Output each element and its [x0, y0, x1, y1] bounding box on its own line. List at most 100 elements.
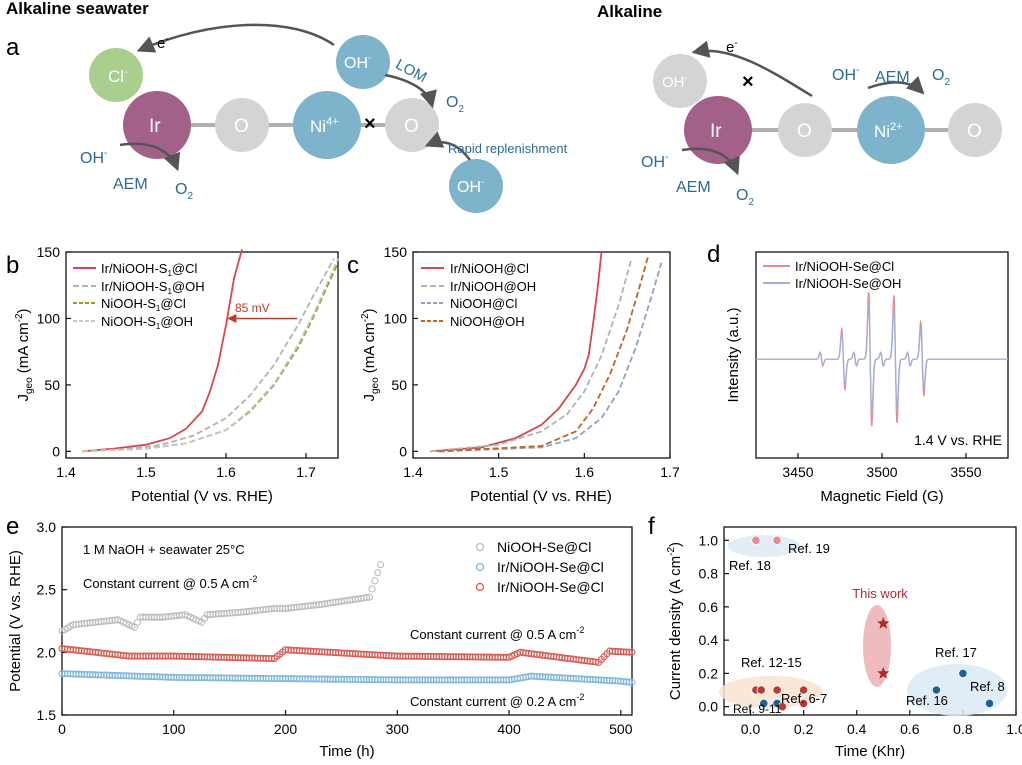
panel-label-e: e — [6, 513, 19, 540]
x-tick-label: 3550 — [950, 464, 981, 480]
y-axis-label: Potential (V vs. RHE) — [7, 550, 24, 692]
aem-label-left: AEM — [676, 179, 711, 196]
panel-label-d: d — [707, 241, 720, 268]
reference-point — [772, 685, 782, 695]
panel-label-c: c — [347, 252, 359, 279]
data-point — [368, 585, 376, 593]
ref-group-highlight — [728, 535, 800, 557]
o-atom-label: O — [967, 121, 982, 142]
reference-point — [798, 698, 809, 709]
this-work-star — [877, 666, 890, 679]
x-tick-label: 300 — [386, 721, 410, 737]
axis-ticks: 1.4 1.5 1.6 1.7 0 50 100 150 — [37, 244, 316, 480]
legend: Ir/NiOOH-S1@Cl Ir/NiOOH-S1@OH NiOOH-S1@C… — [73, 261, 205, 331]
legend-label: Ir/NiOOH@OH — [450, 279, 536, 294]
oh-bottom-label: OH- — [457, 177, 484, 196]
reference-point — [777, 702, 788, 712]
cl-atom-label: Cl- — [108, 66, 128, 86]
oh-top-label: OH- — [344, 53, 371, 72]
aem-label-seawater: AEM — [113, 176, 148, 193]
lom-label: LOM — [393, 56, 430, 86]
x-tick-label: 100 — [162, 721, 186, 737]
o-atom-label: O — [797, 121, 812, 142]
ir-atom-label: Ir — [710, 121, 722, 142]
legend: NiOOH-Se@Cl Ir/NiOOH-Se@Cl Ir/NiOOH-Se@C… — [475, 539, 604, 595]
x-tick-label: 1.4 — [403, 464, 423, 480]
ref-group-highlight — [907, 664, 1007, 716]
lom-arrow — [384, 73, 437, 109]
data-point — [376, 561, 385, 569]
ref-label: Ref. 19 — [788, 541, 830, 556]
plot-frame — [65, 251, 339, 459]
y-tick-label: 0.4 — [699, 632, 719, 648]
o2-product-lom: O2 — [446, 94, 464, 115]
legend-label: NiOOH-S1@OH — [101, 314, 193, 331]
x-tick-label: 0.4 — [847, 721, 867, 737]
data-point — [371, 577, 379, 585]
legend-swatch — [475, 562, 485, 572]
panel-f: f 0.0 0.2 0.4 0.6 0.8 1.0 0.0 0.2 0.4 0.6 0.8 1.0 T… — [648, 513, 1022, 760]
oh-gray-label: OH- — [662, 73, 688, 91]
panel-label-b: b — [6, 252, 19, 279]
reference-point — [751, 535, 761, 545]
electron-label: e- — [157, 34, 169, 52]
x-tick-label: 1.7 — [660, 464, 680, 480]
legend-label: Ir/NiOOH-Se@Cl — [497, 579, 604, 595]
y-tick-label: 150 — [384, 244, 408, 260]
legend: Ir/NiOOH-Se@Cl Ir/NiOOH-Se@OH — [763, 259, 901, 291]
y-tick-label: 1.0 — [699, 532, 719, 548]
legend-label: NiOOH-S1@Cl — [101, 296, 186, 313]
x-axis-label: Potential (V vs. RHE) — [470, 488, 612, 505]
series-line — [438, 262, 663, 453]
aem-arrow-seawater — [119, 142, 181, 172]
block-mark-seawater: × — [364, 113, 376, 135]
panel-b: b 1.4 1.5 1.6 1.7 0 50 100 150 Potential (V vs.… — [6, 244, 339, 505]
y-tick-label: 2.0 — [37, 644, 57, 660]
o-atom-label: O — [234, 116, 249, 137]
data-point — [592, 658, 600, 666]
reference-point — [759, 698, 769, 709]
legend-swatch — [475, 542, 485, 552]
o-atom-1-seawater — [215, 98, 269, 152]
series-line — [81, 249, 243, 453]
o-atom-2-alkaline — [948, 103, 1002, 157]
x-tick-label: 1.7 — [296, 464, 316, 480]
y-axis-label: Jgeo (mA cm-2) — [360, 308, 381, 401]
series-line — [81, 258, 339, 453]
ref-label: Ref. 9-11 — [733, 702, 782, 716]
x-axis-label: Time (h) — [319, 743, 374, 760]
y-tick-label: 0.6 — [699, 599, 719, 615]
x-axis-label: Potential (V vs. RHE) — [131, 488, 273, 505]
ir-atom-label: Ir — [149, 116, 161, 137]
this-work-label: This work — [852, 586, 908, 601]
ref-group-highlight — [719, 676, 823, 708]
reference-point — [756, 685, 766, 695]
ni-atom-seawater — [293, 91, 361, 159]
series-line — [430, 251, 603, 453]
y-tick-label: 0 — [52, 443, 60, 459]
plot-frame — [61, 526, 633, 716]
legend-label: Ir/NiOOH@Cl — [450, 261, 529, 276]
x-tick-label: 0.2 — [794, 721, 814, 737]
y-axis-label: Current density (A cm-2) — [666, 542, 684, 700]
ref-label: Ref. 8 — [970, 679, 1005, 694]
series-line — [430, 258, 633, 453]
y-tick-label: 50 — [44, 377, 60, 393]
this-work-star — [877, 617, 890, 629]
current-annotation-mid: Constant current @ 0.5 A cm-2 — [410, 625, 584, 642]
rapid-replenishment-label: Rapid replenishment — [448, 141, 568, 156]
y-tick-label: 100 — [37, 310, 61, 326]
x-tick-label: 1.6 — [216, 464, 236, 480]
x-tick-label: 3450 — [782, 464, 813, 480]
x-tick-label: 1.6 — [575, 464, 595, 480]
plot-frame — [723, 526, 1017, 716]
y-tick-label: 100 — [384, 310, 408, 326]
panel-c: c 1.4 1.5 1.6 1.7 0 50 100 150 Potential (V vs.… — [347, 244, 680, 505]
x-tick-label: 1.5 — [489, 464, 509, 480]
legend-label: NiOOH@Cl — [450, 296, 517, 311]
heading-alkaline-seawater: Alkaline seawater — [6, 0, 149, 18]
electron-arrow-seawater — [136, 23, 335, 53]
reference-point — [958, 668, 968, 679]
x-tick-label: 400 — [497, 721, 521, 737]
current-annotation-top: Constant current @ 0.5 A cm-2 — [83, 574, 257, 591]
